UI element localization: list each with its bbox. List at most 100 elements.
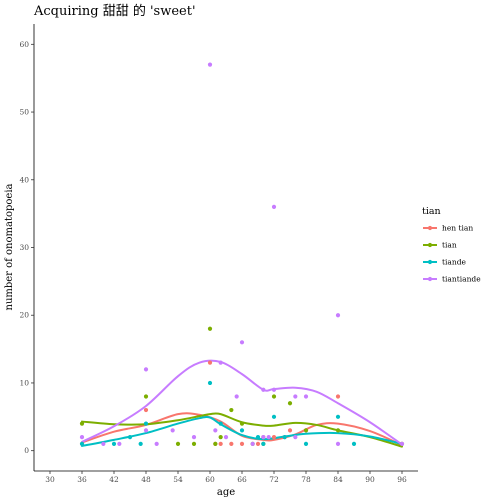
legend-label: hen tian [442, 224, 473, 233]
data-point-series-4 [266, 435, 271, 440]
data-point-series-3 [271, 414, 277, 419]
data-point-series-4 [293, 435, 298, 440]
data-points [79, 62, 405, 447]
data-point-series-2 [143, 394, 149, 399]
data-point-series-2 [207, 326, 213, 331]
data-point-series-4 [191, 435, 197, 440]
y-tick-label: 40 [19, 175, 29, 184]
data-point-series-3 [261, 441, 266, 447]
legend-key-point [427, 242, 433, 248]
data-point-series-1 [335, 394, 341, 399]
data-point-series-2 [191, 441, 197, 447]
data-point-series-3 [207, 380, 213, 386]
data-point-series-4 [223, 435, 229, 440]
legend-item: tiantiande [423, 275, 481, 284]
data-point-series-4 [170, 428, 175, 433]
data-point-series-4 [143, 428, 149, 433]
data-point-series-2 [271, 394, 277, 399]
y-axis-ticks: 0 10 20 30 40 50 60 [19, 40, 34, 455]
y-tick-label: 30 [19, 243, 29, 252]
data-point-series-4 [101, 441, 106, 447]
data-point-series-3 [239, 428, 245, 433]
data-point-series-2 [239, 421, 245, 426]
legend-item: hen tian [423, 224, 473, 233]
trend-line-series-3 [81, 415, 403, 447]
legend-key-point [427, 259, 433, 265]
legend-label: tian [442, 241, 457, 250]
x-tick-label: 48 [141, 475, 151, 484]
legend-key-point [427, 276, 433, 282]
data-point-series-4 [239, 340, 245, 345]
data-point-series-3 [335, 414, 341, 419]
data-point-series-2 [303, 428, 309, 433]
x-axis-title: age [217, 487, 235, 498]
data-point-series-3 [143, 421, 149, 426]
data-point-series-1 [229, 441, 234, 447]
data-point-series-3 [282, 435, 287, 440]
x-tick-label: 42 [109, 475, 119, 484]
y-tick-label: 50 [19, 108, 29, 117]
data-point-series-4 [79, 435, 85, 440]
x-tick-label: 78 [301, 475, 311, 484]
data-point-series-2 [287, 401, 293, 406]
y-tick-label: 20 [19, 311, 29, 320]
x-tick-label: 30 [45, 475, 55, 484]
data-point-series-4 [335, 313, 341, 318]
data-point-series-4 [271, 387, 277, 392]
data-point-series-3 [218, 421, 223, 426]
trend-lines [81, 359, 403, 448]
data-point-series-1 [207, 360, 213, 365]
data-point-series-1 [239, 441, 245, 447]
data-point-series-4 [117, 441, 122, 447]
data-point-series-1 [143, 407, 149, 413]
data-point-series-4 [213, 428, 218, 433]
legend-label: tiantiande [442, 275, 481, 284]
x-tick-label: 36 [77, 475, 87, 484]
y-tick-label: 0 [24, 446, 29, 455]
data-point-series-2 [335, 428, 341, 433]
x-tick-label: 54 [173, 475, 183, 484]
data-point-series-3 [111, 441, 117, 447]
data-point-series-4 [207, 62, 213, 67]
data-point-series-4 [218, 360, 223, 365]
data-point-series-1 [218, 441, 223, 447]
x-tick-label: 96 [397, 475, 407, 484]
data-point-series-2 [229, 407, 234, 413]
x-axis-ticks: 30 36 42 48 54 60 66 72 78 84 90 96 [45, 471, 407, 484]
x-tick-label: 66 [237, 475, 247, 484]
data-point-series-4 [261, 435, 266, 440]
data-point-series-4 [143, 367, 149, 372]
legend-label: tiande [442, 258, 467, 267]
data-point-series-3 [255, 435, 261, 440]
chart-title: Acquiring 甜甜 的 'sweet' [33, 3, 196, 19]
data-point-series-4 [303, 394, 309, 399]
data-point-series-3 [138, 441, 143, 447]
data-point-series-2 [218, 435, 223, 440]
legend-item: tiande [423, 258, 467, 267]
legend-key-point [427, 225, 433, 231]
data-point-series-4 [154, 441, 159, 447]
data-point-series-4 [250, 441, 255, 447]
data-point-series-1 [271, 435, 277, 440]
legend-title: tian [422, 206, 441, 217]
trend-line-series-4 [81, 359, 403, 446]
x-tick-label: 90 [365, 475, 375, 484]
data-point-series-4 [335, 441, 341, 447]
data-point-series-4 [261, 387, 266, 392]
data-point-series-2 [175, 441, 181, 447]
data-point-series-3 [79, 441, 85, 447]
plot-area [79, 62, 405, 448]
x-tick-label: 60 [205, 475, 215, 484]
data-point-series-2 [79, 421, 85, 426]
data-point-series-1 [287, 428, 293, 433]
y-axis-title: number of onomatopoeia [4, 183, 15, 310]
data-point-series-4 [293, 394, 298, 399]
legend-item: tian [423, 241, 457, 250]
data-point-series-1 [255, 441, 261, 447]
data-point-series-4 [399, 441, 405, 447]
data-point-series-3 [303, 441, 309, 447]
data-point-series-3 [351, 441, 357, 447]
